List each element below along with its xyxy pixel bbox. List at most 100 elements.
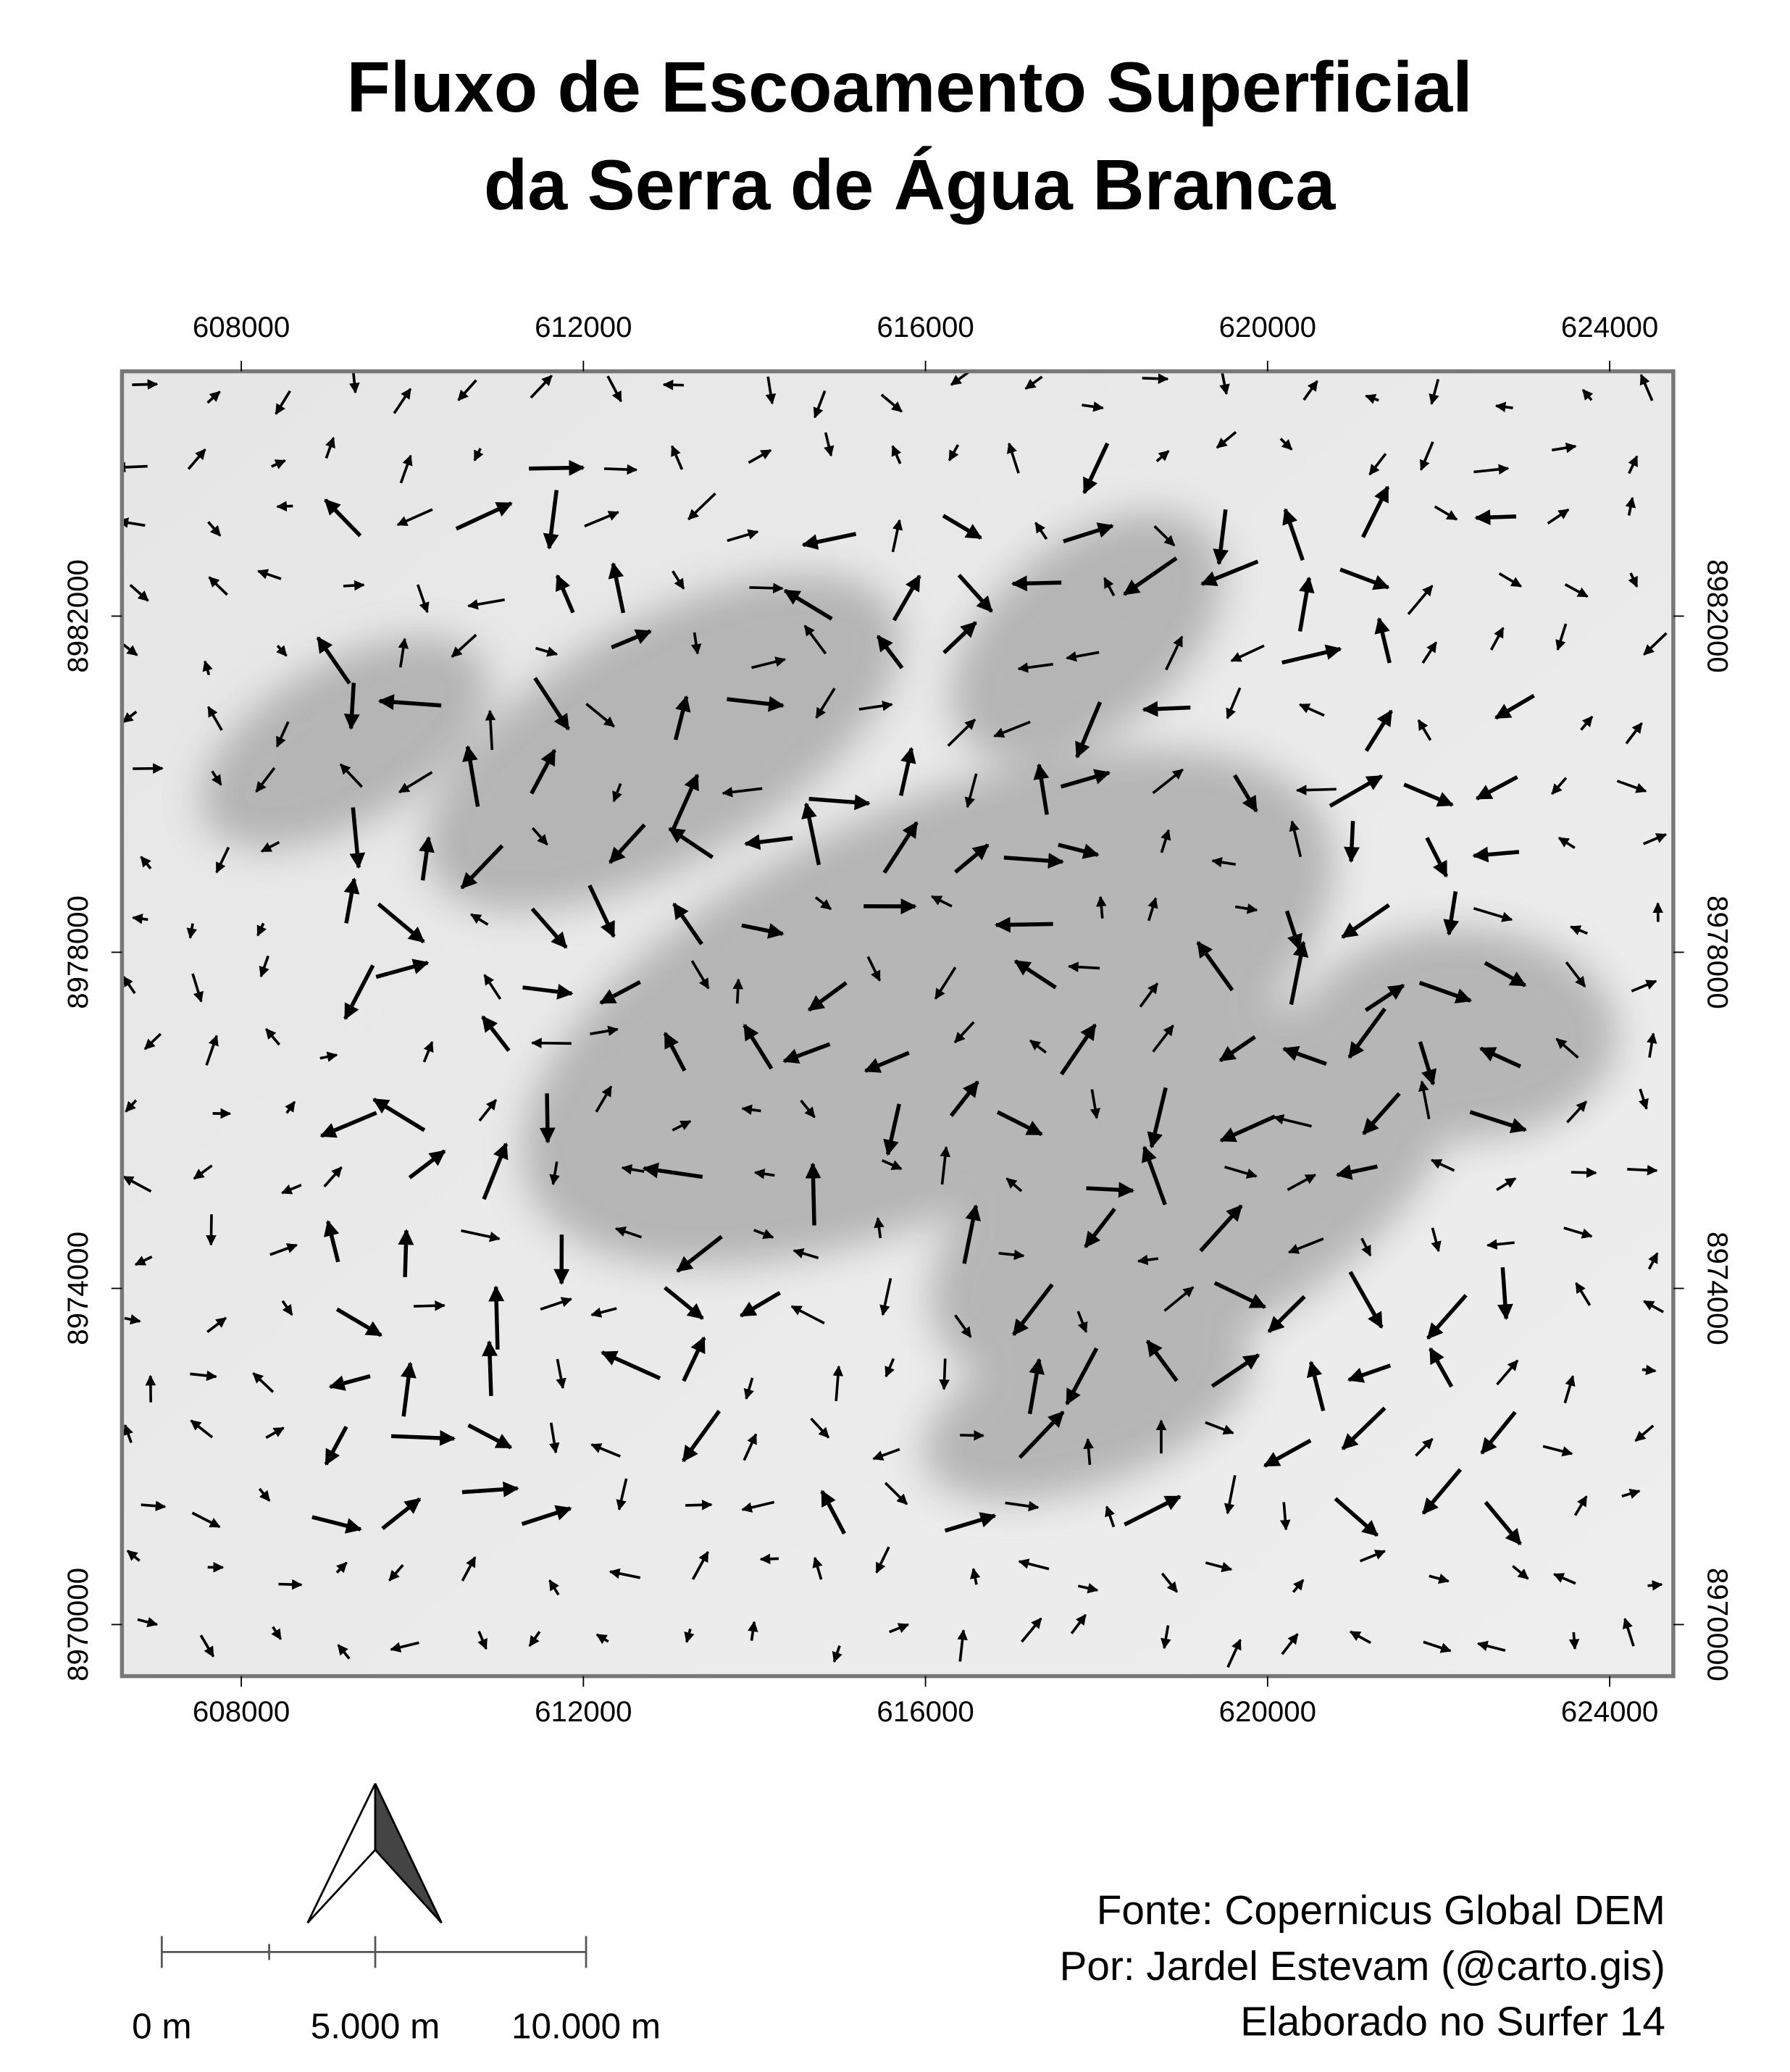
flow-arrow: [672, 1119, 692, 1132]
flow-arrow: [1349, 1630, 1371, 1645]
flow-arrow: [884, 1358, 895, 1378]
flow-arrow: [1090, 1089, 1101, 1119]
y-tick-label: 8974000: [62, 1232, 94, 1345]
flow-arrow: [1076, 1311, 1088, 1333]
flow-arrow: [1287, 1173, 1317, 1192]
flow-arrow: [1575, 1282, 1592, 1306]
flow-arrow: [1647, 1032, 1657, 1058]
flow-arrow: [681, 1409, 722, 1463]
flow-arrow: [1568, 1632, 1580, 1650]
flow-arrow: [739, 1291, 781, 1318]
flow-arrow: [585, 703, 615, 728]
flow-arrow: [211, 770, 222, 786]
flow-arrow: [1147, 897, 1158, 922]
flow-arrow: [1486, 1239, 1515, 1250]
flow-arrow: [1147, 1087, 1168, 1149]
flow-arrow: [325, 436, 335, 459]
flow-arrow: [947, 718, 976, 747]
flow-arrow: [882, 821, 919, 874]
flow-arrow: [1063, 522, 1114, 543]
flow-arrow: [891, 445, 902, 464]
flow-arrow: [590, 1307, 617, 1318]
flow-arrow: [741, 1500, 775, 1513]
flow-arrow: [323, 1219, 340, 1263]
flow-arrow: [343, 580, 365, 591]
flow-arrow: [1153, 525, 1176, 547]
flow-arrow: [390, 1429, 456, 1446]
flow-arrow: [1643, 632, 1668, 656]
x-tick-label: 612000: [535, 1695, 632, 1728]
flow-arrow: [375, 958, 430, 979]
flow-arrow: [123, 1424, 133, 1444]
flow-arrow: [1547, 508, 1570, 525]
flow-arrow: [1643, 1300, 1665, 1313]
flow-arrow: [1033, 763, 1050, 815]
flow-arrow: [1279, 1502, 1291, 1531]
flow-arrow: [881, 1159, 903, 1171]
flow-arrow: [1060, 769, 1111, 789]
flow-arrow: [206, 1316, 227, 1334]
x-tick-label: 624000: [1561, 311, 1658, 343]
flow-arrow: [122, 461, 148, 473]
y-tick-label: 8982000: [62, 559, 94, 673]
flow-arrow: [1295, 785, 1337, 795]
flow-arrow: [264, 1028, 281, 1046]
flow-arrow: [608, 823, 646, 864]
flow-arrow: [960, 1429, 985, 1441]
flow-arrow: [1494, 401, 1513, 413]
flow-arrow: [531, 827, 548, 846]
flow-arrow: [190, 1370, 217, 1382]
flow-arrow: [1430, 1158, 1455, 1172]
flow-arrow: [1362, 1092, 1401, 1135]
flow-arrow: [1139, 982, 1159, 1008]
flow-arrow: [1580, 715, 1594, 731]
flow-arrow: [813, 390, 827, 419]
flow-arrow: [1476, 1640, 1506, 1653]
flow-arrow: [259, 955, 269, 978]
flow-arrow: [1086, 1182, 1135, 1198]
flow-arrow: [125, 1099, 138, 1113]
flow-arrow: [467, 1423, 513, 1450]
flow-arrow: [1647, 1579, 1663, 1591]
flow-arrow: [611, 629, 652, 650]
flow-arrow: [820, 1490, 847, 1535]
flow-arrow: [949, 1080, 979, 1117]
flow-arrow: [1407, 585, 1434, 615]
flow-arrow: [316, 636, 351, 685]
flow-arrow: [668, 827, 714, 859]
flow-arrow: [281, 1300, 293, 1316]
flow-arrow: [1075, 701, 1103, 759]
flow-arrow: [884, 1482, 908, 1505]
flow-arrow: [1297, 576, 1315, 632]
flow-arrow: [1496, 1359, 1519, 1386]
flow-arrow: [1219, 372, 1230, 396]
flow-arrow: [335, 1307, 382, 1337]
flow-arrow: [199, 1634, 215, 1658]
flow-arrow: [1141, 1145, 1167, 1206]
flow-arrow: [1160, 1625, 1171, 1650]
flow-arrow: [137, 1616, 159, 1628]
flow-arrow: [1012, 1283, 1054, 1336]
flow-arrow: [124, 1314, 141, 1325]
flow-arrow: [339, 763, 364, 788]
y-tick-label: 8970000: [1702, 1568, 1734, 1682]
flow-arrow: [1627, 1164, 1658, 1176]
flow-arrow: [399, 454, 413, 484]
flow-arrow: [1263, 1438, 1312, 1468]
flow-arrow: [663, 1032, 687, 1072]
flow-arrow: [940, 1145, 951, 1185]
flow-arrow: [880, 393, 903, 413]
hillshade: [122, 371, 1673, 1676]
flow-arrow: [1643, 833, 1668, 845]
flow-arrow: [1165, 635, 1184, 671]
flow-arrow: [603, 464, 638, 475]
flow-arrow: [590, 1025, 619, 1037]
title-line: Fluxo de Escoamento Superficial: [347, 47, 1473, 127]
flow-arrow: [595, 1633, 609, 1645]
flow-arrow: [255, 766, 276, 793]
flow-arrow: [1542, 1445, 1573, 1457]
flow-arrow: [1552, 1573, 1576, 1585]
flow-arrow: [285, 1100, 296, 1114]
flow-arrow: [690, 960, 710, 990]
scale-label: 0 m: [132, 2006, 191, 2046]
